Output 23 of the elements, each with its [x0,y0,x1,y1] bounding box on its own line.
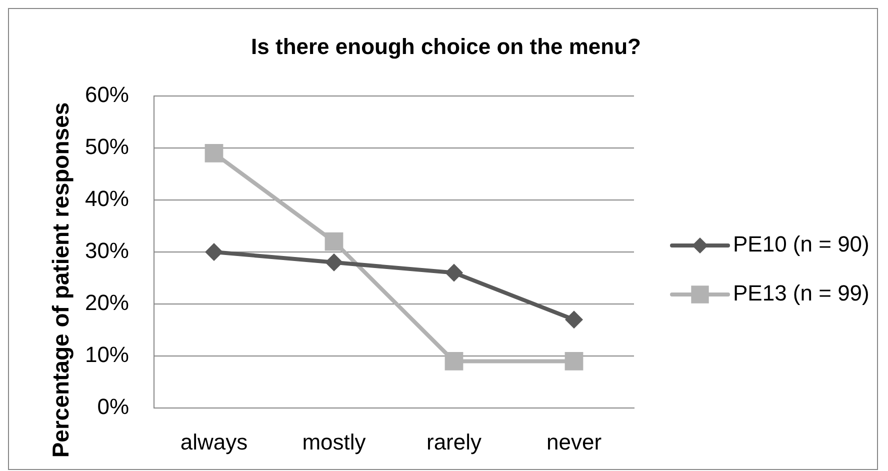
x-tick-label: never [546,429,602,454]
point [324,232,344,251]
y-axis-title: Percentage of patient responses [47,102,74,458]
point [564,352,584,370]
x-tick-label: rarely [426,429,482,454]
point [325,253,343,272]
y-tick-label: 60% [84,82,129,108]
x-tick-label: always [180,429,248,454]
y-tick-label: 20% [84,290,129,316]
legend-label: PE13 (n = 99) [733,280,870,306]
chart-title: Is there enough choice on the menu? [251,34,641,60]
y-tick-label: 50% [84,134,129,160]
y-tick-label: 30% [84,238,129,264]
y-tick-label: 10% [84,342,129,368]
y-tick-label: 40% [84,186,129,212]
point [445,264,463,282]
x-tick-label: mostly [302,429,366,454]
point [205,243,223,261]
point [565,310,583,329]
point [204,144,224,162]
y-tick-label: 0% [97,394,129,420]
point [444,352,464,370]
legend-label: PE10 (n = 90) [733,232,870,257]
